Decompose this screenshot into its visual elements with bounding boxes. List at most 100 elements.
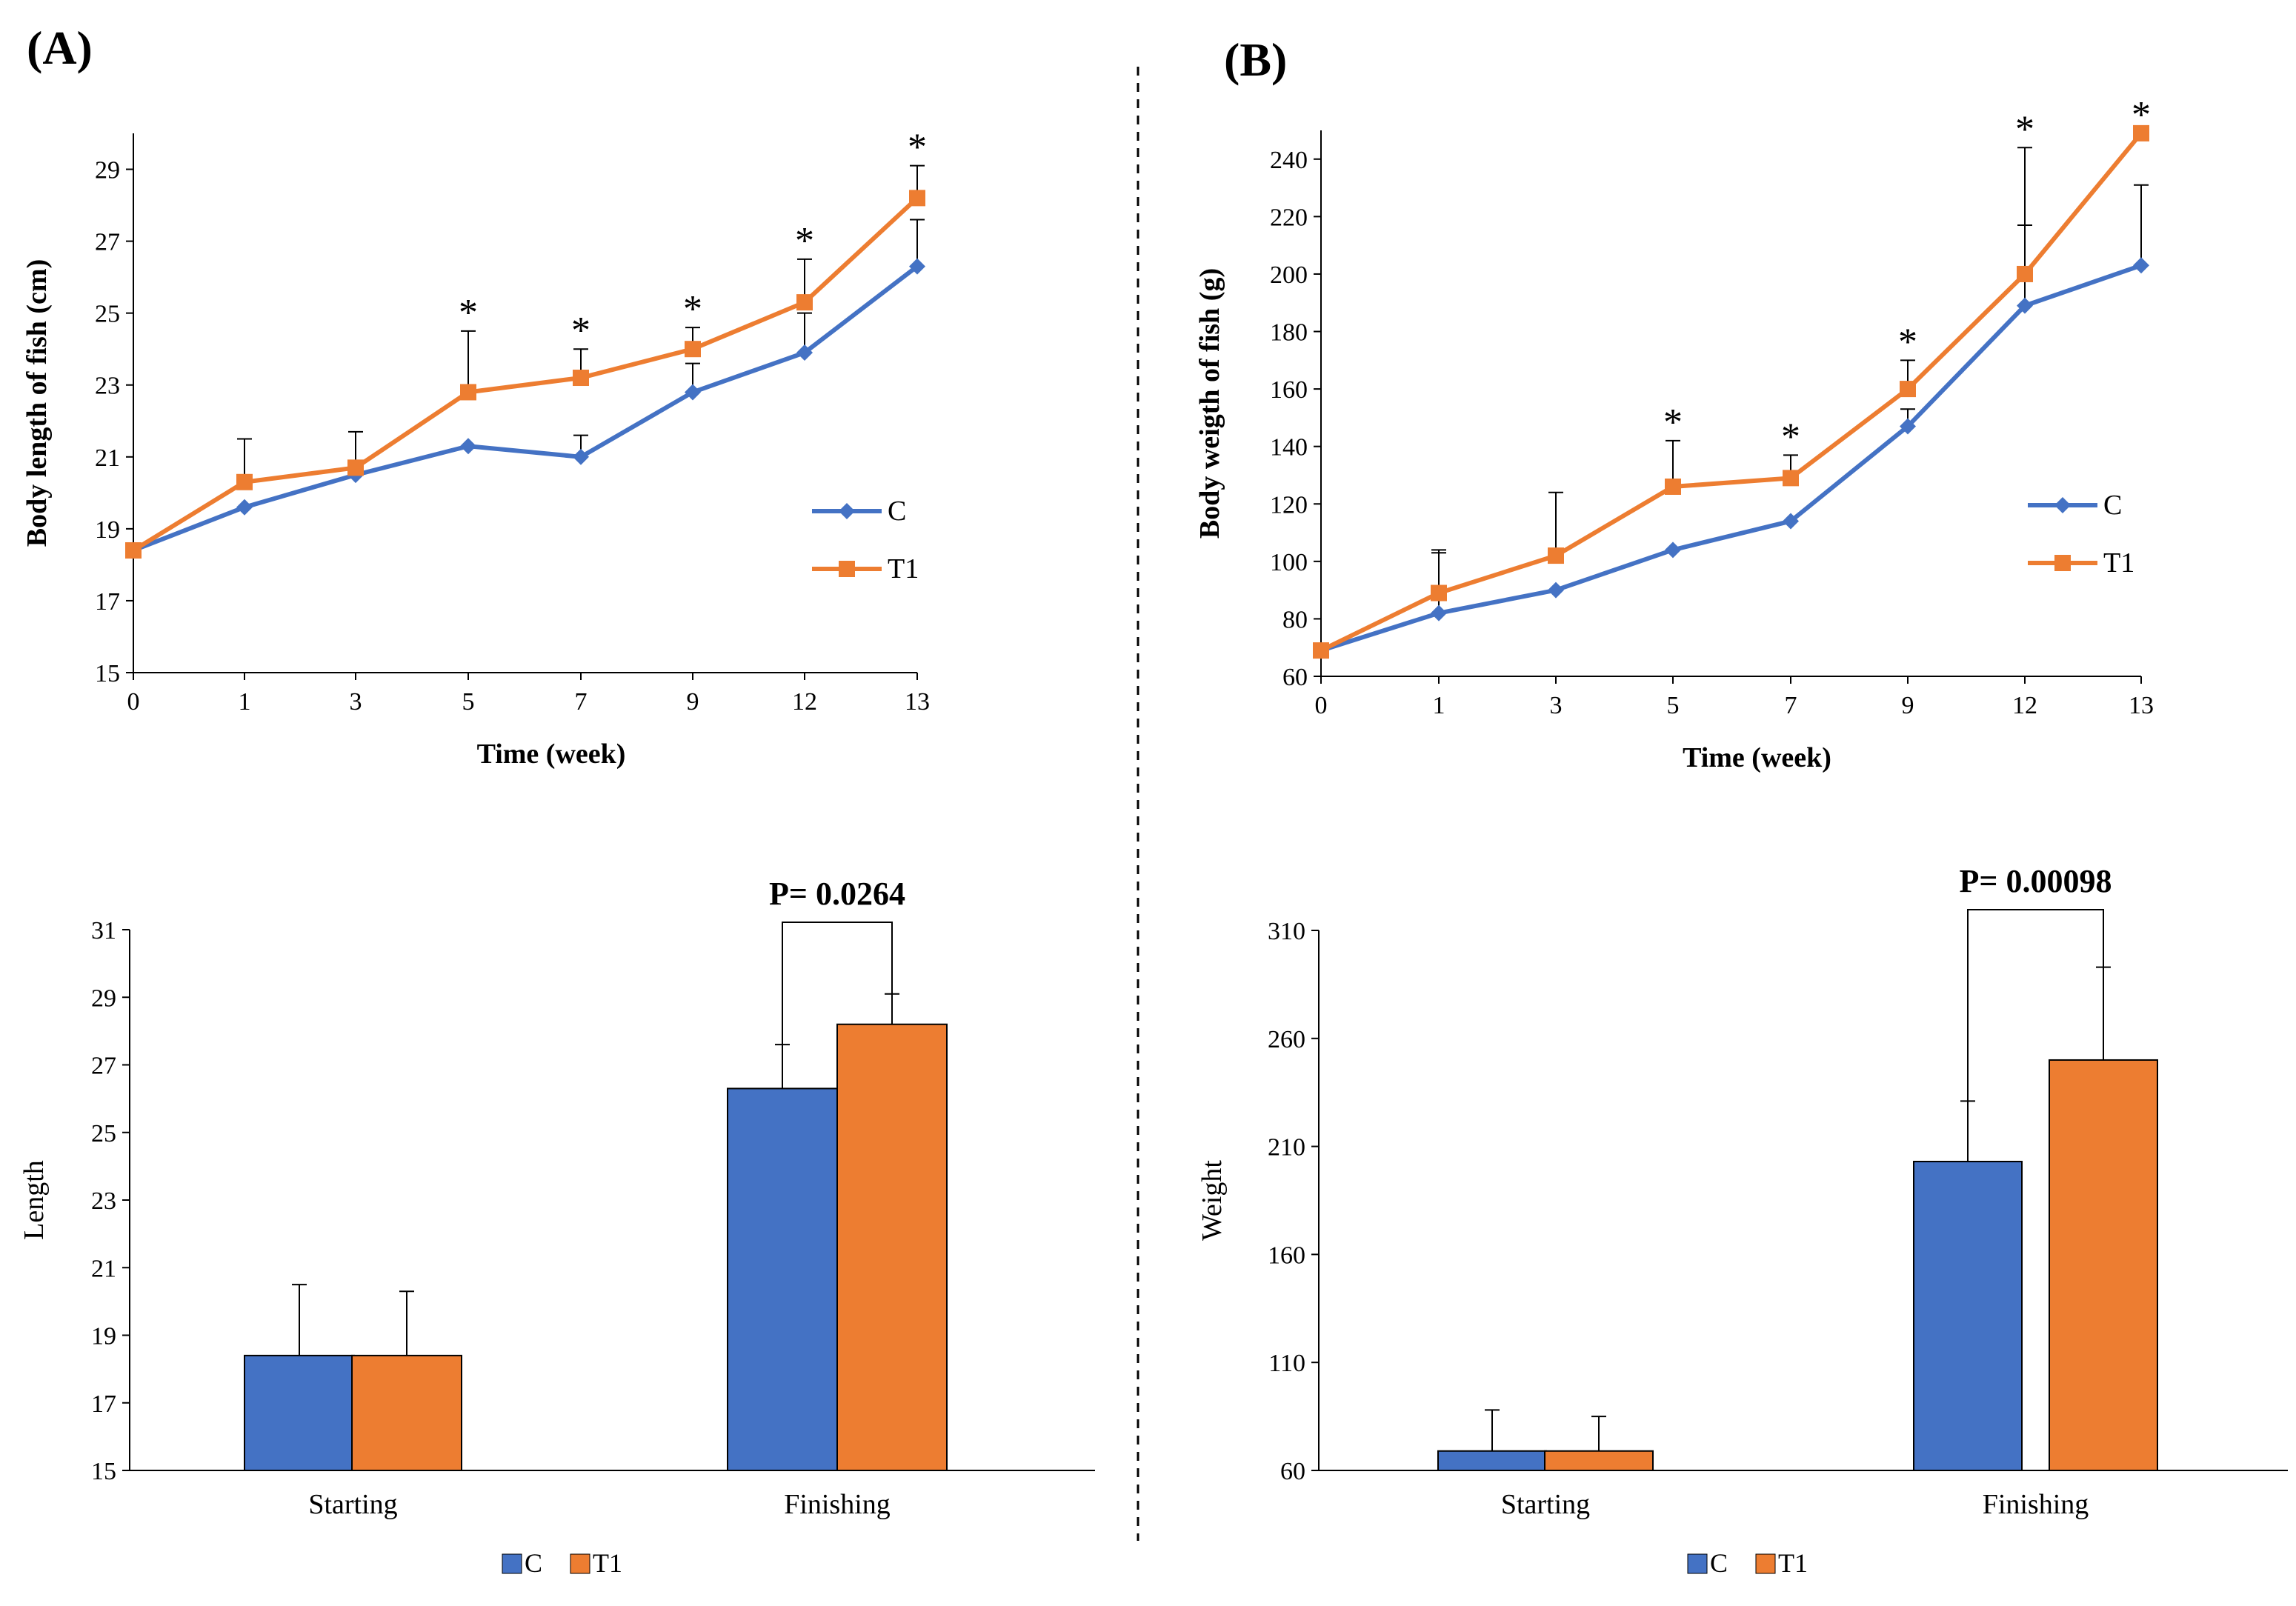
data-point-c [2133,257,2149,274]
x-tick-label: 3 [1550,692,1563,719]
x-tick-label: 5 [1667,692,1680,719]
y-tick-label: 21 [91,1255,116,1282]
y-tick-label: 25 [91,1120,116,1147]
data-point-t1 [347,459,364,476]
bar-c [727,1087,838,1471]
data-point-c [460,438,476,455]
legend-label-c: C [525,1548,542,1578]
series-line-t1 [1320,131,2143,653]
data-point-t1 [1548,547,1564,564]
x-tick-label: 7 [575,688,588,716]
weight-bar-chart: 60 110 160 210 260 310 Weight Starting Finishing… [1197,863,2288,1578]
x-tick-label: 9 [687,688,699,716]
y-tick-label: 17 [91,1390,116,1418]
x-axis-title: Time (week) [477,739,626,770]
x-tick-label: 7 [1785,692,1797,719]
y-tick-label: 110 [1268,1350,1305,1377]
y-tick-label: 27 [91,1053,116,1080]
bar-c [1437,1450,1547,1471]
significance-star: * [795,220,814,262]
data-point-t1 [460,384,476,401]
data-point-t1 [1665,478,1681,495]
bar-c [1913,1161,2023,1471]
legend-marker-c [839,503,855,519]
p-value-annotation: P= 0.0264 [769,876,905,912]
y-tick-label: 17 [95,588,120,616]
data-point-c [685,384,701,401]
x-tick-label: 13 [2129,692,2154,719]
y-tick-label: 260 [1268,1026,1305,1053]
x-category-label: Finishing [1983,1489,2089,1520]
y-tick-label: 15 [91,1458,116,1485]
legend-marker-t1 [2054,555,2071,571]
bar-t1 [2049,1059,2158,1471]
x-category-label: Finishing [784,1489,891,1520]
data-point-t1 [1783,470,1799,487]
data-point-t1 [685,341,701,358]
y-tick-label: 140 [1270,434,1308,462]
series-line-t1 [132,196,919,553]
significance-star: * [908,127,927,169]
x-axis-title: Time (week) [1683,742,1831,773]
significance-star: * [459,292,478,334]
data-point-c [2017,297,2033,314]
data-point-c [1783,513,1799,530]
significance-star: * [571,310,590,352]
y-tick-label: 29 [95,157,120,184]
data-point-t1 [1900,381,1916,398]
y-axis-title: Weight [1197,1160,1228,1241]
x-tick-label: 12 [792,688,817,716]
x-tick-label: 12 [2012,692,2037,719]
data-point-c [1548,582,1564,599]
x-category-label: Starting [308,1489,397,1520]
x-tick-label: 0 [1315,692,1328,719]
series-line-c [132,264,919,553]
y-tick-label: 180 [1270,319,1308,347]
legend-swatch-c [502,1553,522,1574]
y-tick-label: 21 [95,444,120,472]
data-point-c [796,344,813,361]
x-tick-label: 0 [127,688,140,716]
y-tick-label: 31 [91,917,116,944]
legend-marker-c [2054,497,2071,513]
y-tick-label: 80 [1282,606,1308,633]
y-tick-label: 200 [1270,261,1308,289]
significance-bracket [1967,909,2104,1102]
data-point-c [1900,418,1916,435]
y-axis-title: Body length of fish (cm) [21,259,53,547]
y-tick-label: 19 [91,1323,116,1350]
y-tick-label: 160 [1268,1242,1305,1269]
y-tick-label: 240 [1270,147,1308,174]
x-tick-label: 5 [462,688,475,716]
data-point-t1 [236,473,253,490]
legend-label-t1: T1 [593,1548,622,1578]
y-tick-label: 100 [1270,549,1308,576]
data-point-c [236,499,253,516]
bar-c [244,1354,355,1471]
data-point-t1 [796,294,813,311]
significance-star: * [1781,416,1800,458]
data-point-t1 [573,370,589,387]
x-tick-label: 1 [1433,692,1445,719]
significance-star: * [1898,321,1917,363]
bar-t1 [351,1354,462,1471]
bar-t1 [836,1023,948,1471]
legend-label-t1: T1 [1778,1548,1808,1578]
data-point-t1 [125,542,142,559]
data-point-t1 [1313,642,1329,659]
legend-swatch-t1 [1755,1553,1776,1574]
legend-swatch-t1 [570,1553,590,1574]
x-tick-label: 1 [239,688,251,716]
significance-bracket [782,922,893,1045]
legend-swatch-c [1687,1553,1708,1574]
y-tick-label: 23 [95,373,120,400]
data-point-c [573,448,589,465]
data-point-c [909,258,925,275]
legend-marker-t1 [839,561,855,577]
x-tick-label: 9 [1902,692,1914,719]
significance-star: * [2132,94,2151,136]
x-category-label: Starting [1501,1489,1590,1520]
